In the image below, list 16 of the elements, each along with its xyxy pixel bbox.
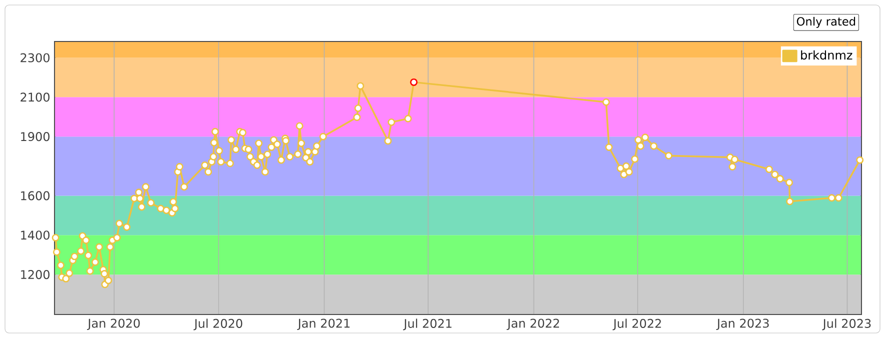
x-tick-label: Jul 2021 [403, 318, 452, 330]
legend-label: brkdnmz [801, 50, 852, 60]
x-tick-label: Jan 2023 [716, 318, 769, 330]
y-tick-label: 1200 [21, 270, 50, 280]
x-tick-label: Jul 2022 [612, 318, 661, 330]
x-tick-label: Jan 2022 [506, 318, 559, 330]
y-tick-label: 1400 [21, 230, 50, 240]
x-tick-label: Jan 2020 [87, 318, 140, 330]
x-tick-label: Jul 2020 [194, 318, 242, 330]
y-tick-label: 2100 [20, 92, 50, 102]
y-tick-label: 2300 [20, 53, 50, 62]
y-tick-label: 1600 [21, 191, 50, 200]
x-tick-label: Jul 2023 [822, 318, 871, 330]
x-tick-label: Jan 2021 [297, 318, 350, 330]
text: Only rated [796, 16, 856, 28]
y-tick-label: 1900 [21, 132, 50, 142]
